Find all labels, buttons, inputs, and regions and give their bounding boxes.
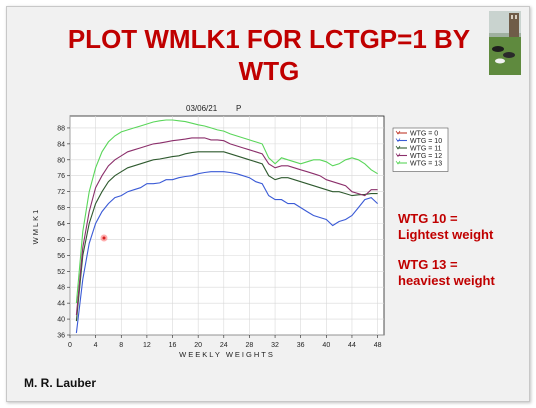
y-tick-label: 40 (57, 317, 65, 324)
y-tick-label: 48 (57, 285, 65, 292)
legend-label: WTG = 0 (410, 131, 438, 138)
x-tick-label: 28 (246, 342, 254, 349)
y-tick-label: 64 (57, 221, 65, 228)
y-tick-label: 76 (57, 173, 65, 180)
y-tick-label: 72 (57, 189, 65, 196)
y-tick-label: 36 (57, 333, 65, 340)
annotation-wtg13-desc: heaviest weight (398, 273, 495, 288)
series-line-2 (75, 151, 378, 322)
slide-title: PLOT WMLK1 FOR LCTGP=1 BY WTG (67, 24, 471, 86)
x-axis-label: WEEKLY WEIGHTS (179, 350, 275, 359)
author-name: M. R. Lauber (24, 376, 97, 390)
x-tick-label: 4 (94, 342, 98, 349)
y-tick-label: 68 (57, 205, 65, 212)
cursor-marker-core (102, 236, 106, 240)
x-tick-label: 40 (322, 342, 330, 349)
x-tick-label: 44 (348, 342, 356, 349)
y-tick-label: 52 (57, 269, 65, 276)
x-tick-label: 12 (143, 342, 151, 349)
legend-marker (395, 153, 401, 158)
series-line-3 (75, 137, 378, 316)
x-tick-label: 32 (271, 342, 279, 349)
plot-date: 03/06/21 (186, 104, 218, 113)
y-tick-label: 88 (57, 125, 65, 132)
series-line-4 (75, 119, 378, 304)
legend-label: WTG = 12 (410, 153, 442, 160)
legend-marker (395, 138, 401, 143)
plot-area (69, 115, 385, 336)
annotation-wtg13-title: WTG 13 = (398, 257, 458, 272)
y-axis-label: WMLK1 (31, 208, 40, 245)
x-tick-label: 20 (194, 342, 202, 349)
x-tick-label: 36 (297, 342, 305, 349)
legend-box (392, 127, 449, 172)
y-tick-label: 84 (57, 141, 65, 148)
x-tick-label: 24 (220, 342, 228, 349)
legend-marker (395, 160, 401, 165)
legend-marker (395, 145, 401, 150)
legend-label: WTG = 10 (410, 138, 442, 145)
y-tick-label: 44 (57, 301, 65, 308)
y-tick-label: 56 (57, 253, 65, 260)
x-tick-label: 8 (119, 342, 123, 349)
y-tick-label: 80 (57, 157, 65, 164)
legend-label: WTG = 13 (410, 161, 442, 168)
x-tick-label: 48 (374, 342, 382, 349)
thumbnail-image (489, 11, 521, 75)
annotation-wtg10-desc: Lightest weight (398, 227, 494, 242)
plot-tag: P (236, 104, 242, 113)
legend-label: WTG = 11 (410, 146, 442, 153)
series-line-1 (75, 171, 378, 334)
x-tick-label: 16 (169, 342, 177, 349)
x-tick-label: 0 (68, 342, 72, 349)
annotation-wtg10-title: WTG 10 = (398, 211, 458, 226)
legend-marker (395, 130, 401, 135)
y-tick-label: 60 (57, 237, 65, 244)
